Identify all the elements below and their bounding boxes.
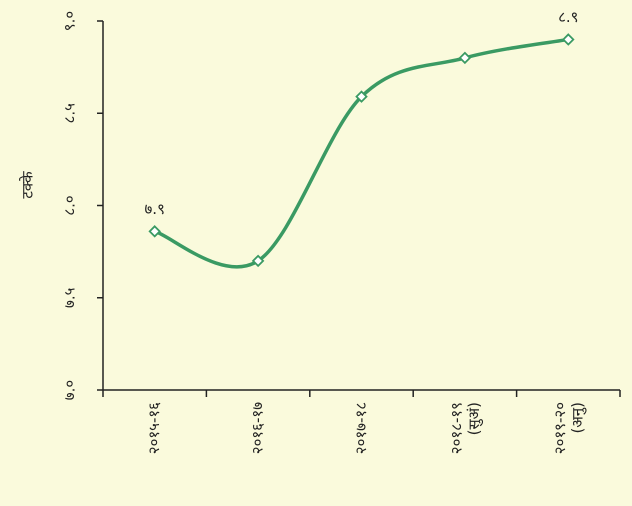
- x-tick-label: २०१९-२०(अनु): [551, 402, 587, 454]
- y-tick-label: ९.०: [61, 11, 79, 31]
- x-tick-label: २०१८-१९(सुअं): [447, 402, 483, 454]
- data-label: ८.९: [558, 8, 578, 26]
- y-axis-label: टक्के: [19, 171, 37, 199]
- marker: [355, 90, 368, 103]
- x-tick-label: २०१५-१६: [145, 402, 163, 454]
- y-tick-label: ७.५: [61, 287, 79, 308]
- marker: [562, 33, 575, 46]
- marker: [458, 51, 472, 65]
- y-tick-label: ८.०: [61, 195, 79, 215]
- data-label: ७.९: [145, 200, 165, 218]
- marker: [148, 225, 161, 238]
- x-tick-label: २०१६-१७: [249, 402, 267, 454]
- y-tick-label: ७.०: [61, 380, 79, 400]
- x-tick-label: २०१७-१८: [352, 402, 370, 454]
- marker: [251, 254, 265, 268]
- line: [154, 37, 569, 269]
- y-tick-label: ८.५: [61, 103, 79, 124]
